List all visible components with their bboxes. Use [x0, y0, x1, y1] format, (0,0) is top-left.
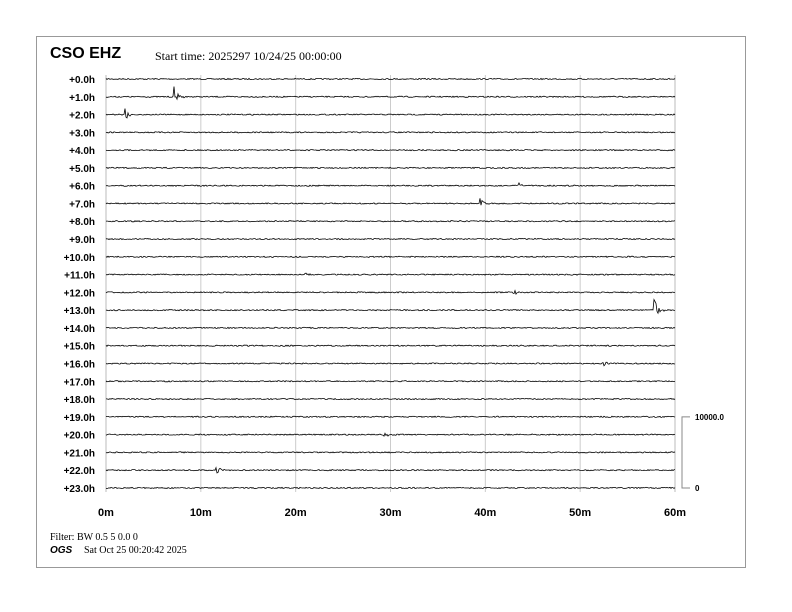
start-time: Start time: 2025297 10/24/25 00:00:00 [155, 49, 342, 63]
row-label: +0.0h [69, 75, 95, 86]
trace-row-23 [105, 486, 676, 490]
row-label: +18.0h [64, 395, 95, 406]
scale-bottom-label: 0 [695, 484, 700, 493]
row-label: +9.0h [69, 235, 95, 246]
trace-row-12 [105, 289, 675, 296]
row-label: +5.0h [69, 164, 95, 175]
trace-row-21 [105, 451, 676, 454]
row-label: +20.0h [64, 431, 95, 442]
trace-row-2 [105, 108, 676, 119]
trace-row-7 [105, 198, 676, 206]
trace-row-10 [105, 255, 676, 258]
trace-row-19 [105, 415, 676, 418]
trace-row-1 [105, 86, 676, 101]
x-tick-label: 60m [664, 507, 686, 519]
row-label: +19.0h [64, 413, 95, 424]
x-tick-label: 40m [474, 507, 496, 519]
trace-row-11 [105, 272, 676, 276]
row-label: +16.0h [64, 359, 95, 370]
row-label: +13.0h [64, 306, 95, 317]
trace-row-3 [105, 131, 676, 134]
trace-row-15 [105, 344, 676, 347]
row-label: +6.0h [69, 182, 95, 193]
row-label: +14.0h [64, 324, 95, 335]
org-label: OGS [50, 545, 73, 556]
trace-row-14 [105, 326, 676, 330]
x-tick-label: 30m [379, 507, 401, 519]
row-label: +10.0h [64, 253, 95, 264]
trace-row-5 [105, 166, 676, 170]
filter-label: Filter: BW 0.5 5 0.0 0 [50, 532, 138, 543]
trace-row-22 [105, 466, 676, 474]
trace-row-13 [105, 298, 676, 315]
row-label: +1.0h [69, 93, 95, 104]
trace-row-8 [106, 220, 676, 223]
scale-top-label: 10000.0 [695, 413, 724, 422]
x-tick-label: 10m [190, 507, 212, 519]
row-label: +8.0h [69, 217, 95, 228]
scale-bar [681, 416, 690, 489]
station-title: CSO EHZ [50, 45, 122, 62]
row-label: +7.0h [69, 199, 95, 210]
x-tick-label: 50m [569, 507, 591, 519]
plot-timestamp: Sat Oct 25 00:20:42 2025 [84, 545, 187, 556]
row-label: +21.0h [64, 448, 95, 459]
trace-row-20 [105, 432, 676, 437]
x-tick-label: 20m [285, 507, 307, 519]
row-label: +12.0h [64, 288, 95, 299]
row-label: +4.0h [69, 146, 95, 157]
trace-row-17 [105, 380, 675, 383]
row-label: +11.0h [64, 271, 95, 282]
row-label: +2.0h [69, 111, 95, 122]
x-tick-label: 0m [98, 507, 114, 519]
helicorder-frame [36, 36, 746, 568]
trace-row-18 [106, 397, 676, 401]
trace-row-16 [105, 361, 676, 367]
row-label: +23.0h [64, 484, 95, 495]
trace-row-0 [105, 77, 676, 81]
trace-row-6 [105, 181, 676, 187]
row-label: +17.0h [64, 377, 95, 388]
row-label: +15.0h [64, 342, 95, 353]
trace-row-9 [105, 237, 676, 241]
row-label: +22.0h [64, 466, 95, 477]
trace-row-4 [105, 148, 676, 152]
row-label: +3.0h [69, 128, 95, 139]
